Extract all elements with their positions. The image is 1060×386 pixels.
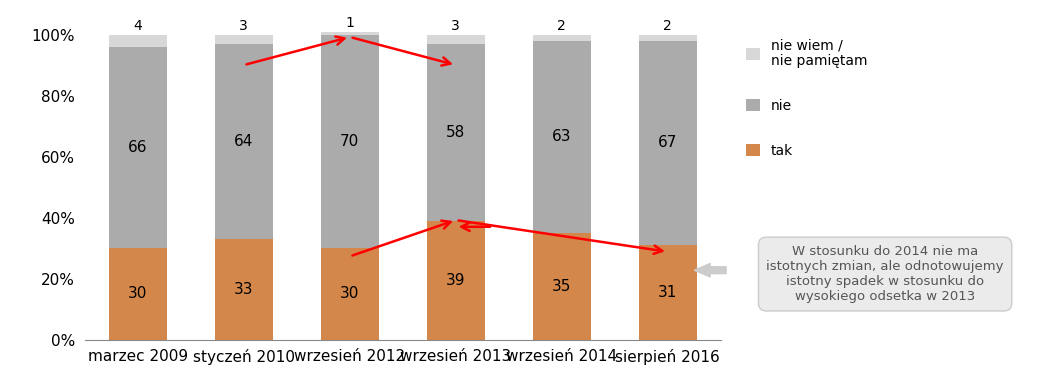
Bar (533, 35, 591, 41)
Bar (215, 239, 273, 340)
Text: 2: 2 (558, 19, 566, 33)
Text: 31: 31 (658, 285, 677, 300)
Text: 2: 2 (664, 19, 672, 33)
Text: 39: 39 (446, 273, 465, 288)
Bar (109, 248, 167, 340)
Bar (321, 35, 379, 248)
Bar (533, 41, 591, 233)
Bar (638, 35, 697, 41)
Bar (638, 41, 697, 245)
Text: W stosunku do 2014 nie ma
istotnych zmian, ale odnotowujemy
istotny spadek w sto: W stosunku do 2014 nie ma istotnych zmia… (766, 245, 1004, 303)
Text: 64: 64 (234, 134, 253, 149)
Bar (109, 35, 167, 47)
Text: 35: 35 (552, 279, 571, 294)
Text: 67: 67 (658, 135, 677, 151)
Bar (215, 35, 273, 44)
Bar (109, 47, 167, 248)
Text: 30: 30 (128, 286, 147, 301)
Text: 66: 66 (128, 140, 147, 155)
Text: 58: 58 (446, 125, 465, 140)
Text: 3: 3 (240, 19, 248, 33)
Bar (638, 245, 697, 340)
Text: 33: 33 (234, 282, 253, 297)
Text: 1: 1 (346, 16, 354, 30)
Text: 30: 30 (340, 286, 359, 301)
Bar (426, 35, 485, 44)
Bar (533, 233, 591, 340)
Bar (215, 44, 273, 239)
Bar (321, 248, 379, 340)
Text: 63: 63 (552, 129, 571, 144)
Legend: nie wiem /
nie pamiętam, nie, tak: nie wiem / nie pamiętam, nie, tak (741, 33, 873, 163)
Text: 4: 4 (134, 19, 142, 33)
Text: 3: 3 (452, 19, 460, 33)
Bar (426, 44, 485, 221)
Text: 70: 70 (340, 134, 359, 149)
Bar (321, 32, 379, 35)
Bar (426, 221, 485, 340)
